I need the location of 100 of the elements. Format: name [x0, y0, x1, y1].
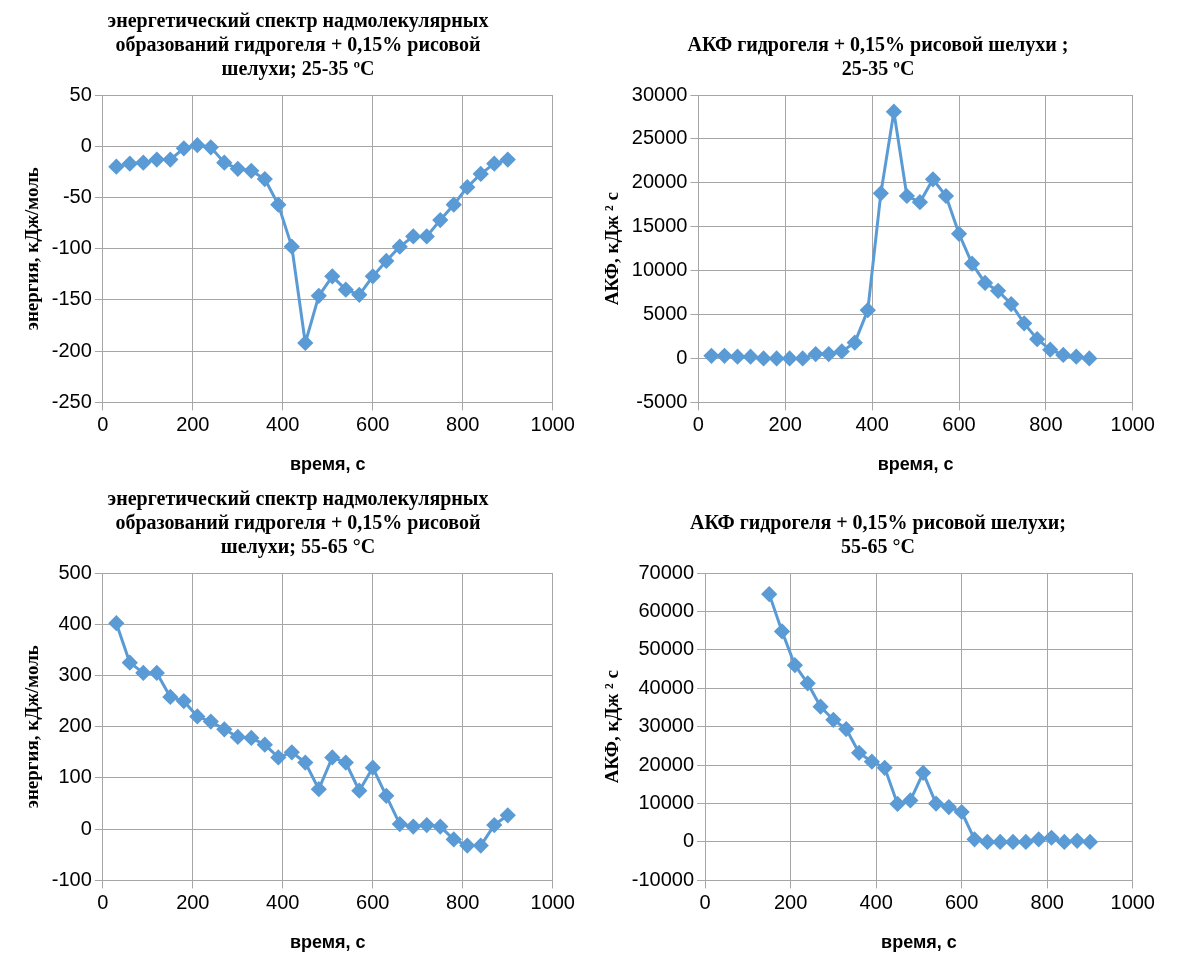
y-tick-label: 15000: [631, 214, 688, 237]
point: [787, 657, 803, 673]
point: [378, 253, 394, 269]
point: [838, 721, 854, 737]
x-tick-label: 0: [97, 412, 109, 435]
point: [392, 239, 408, 255]
point: [297, 755, 313, 771]
x-tick-label: 200: [768, 412, 802, 435]
y-tick-label: 0: [682, 829, 695, 852]
x-tick-label: 200: [773, 890, 808, 913]
point: [1055, 347, 1071, 363]
y-tick-label: -50: [62, 184, 92, 207]
x-tick-label: 400: [266, 412, 300, 435]
y-tick-label: 100: [58, 765, 92, 788]
point: [230, 729, 246, 745]
point: [951, 226, 967, 242]
point: [419, 817, 435, 833]
x-tick-label: 400: [855, 412, 889, 435]
point: [821, 346, 837, 362]
point: [338, 755, 354, 771]
y-tick-label: 30000: [638, 714, 695, 737]
point: [800, 675, 816, 691]
point: [135, 155, 151, 171]
point: [473, 166, 489, 182]
point: [990, 283, 1006, 299]
x-tick-label: 400: [859, 890, 893, 913]
y-axis-title: АКФ, кДж ² с: [601, 670, 623, 784]
point: [149, 665, 165, 681]
point: [297, 335, 313, 351]
y-tick-label: 50: [69, 82, 92, 105]
x-tick-label: 600: [356, 412, 390, 435]
point: [899, 188, 915, 204]
point: [365, 760, 381, 776]
point: [851, 745, 867, 761]
point: [1043, 830, 1059, 846]
x-tick-label: 600: [356, 890, 390, 913]
point: [122, 156, 138, 172]
point: [1018, 834, 1034, 850]
y-tick-label: 40000: [638, 675, 695, 698]
point: [311, 781, 327, 797]
point: [782, 350, 798, 366]
point: [459, 179, 475, 195]
point: [189, 708, 205, 724]
point: [941, 799, 957, 815]
y-tick-label: 5000: [642, 302, 688, 325]
y-tick-label: 200: [58, 714, 92, 737]
x-tick-label: 800: [1029, 412, 1063, 435]
point: [270, 197, 286, 213]
point: [1082, 834, 1098, 850]
y-tick-label: 300: [58, 662, 92, 685]
x-tick-label: 200: [176, 890, 210, 913]
point: [351, 783, 367, 799]
point: [108, 159, 124, 175]
x-tick-label: 0: [97, 890, 109, 913]
y-tick-label: 70000: [638, 560, 695, 583]
point: [203, 714, 219, 730]
point: [756, 350, 772, 366]
point: [964, 256, 980, 272]
point: [967, 831, 983, 847]
point: [419, 228, 435, 244]
x-tick-label: 800: [446, 412, 480, 435]
x-tick-label: 600: [942, 412, 976, 435]
point: [795, 350, 811, 366]
point: [432, 212, 448, 228]
point: [877, 760, 893, 776]
point: [813, 699, 829, 715]
x-axis-title: время, с: [877, 454, 954, 475]
point: [446, 197, 462, 213]
point: [500, 807, 516, 823]
point: [284, 239, 300, 255]
point: [324, 268, 340, 284]
point: [1003, 296, 1019, 312]
point: [925, 171, 941, 187]
point: [890, 796, 906, 812]
point: [311, 288, 327, 304]
point: [1016, 315, 1032, 331]
y-tick-label: -100: [51, 236, 92, 259]
chart-title: энергетический спектр надмолекулярных образований гидрогеля + 0,15% рисовой шелухи; 25-35 ºC: [106, 8, 490, 80]
y-tick-label: 50000: [638, 637, 695, 660]
point: [216, 155, 232, 171]
point: [886, 104, 902, 120]
point: [938, 188, 954, 204]
point: [1005, 834, 1021, 850]
y-tick-label: -10000: [631, 867, 695, 890]
chart-title: АКФ гидрогеля + 0,15% рисовой шелухи; 55-65 °C: [689, 510, 1067, 558]
point: [808, 346, 824, 362]
point: [979, 834, 995, 850]
y-tick-label: 60000: [638, 598, 695, 621]
y-tick-label: 20000: [638, 752, 695, 775]
point: [1068, 349, 1084, 365]
point: [769, 350, 785, 366]
point: [703, 348, 719, 364]
point: [230, 161, 246, 177]
point: [1069, 833, 1085, 849]
y-tick-label: -100: [51, 867, 92, 890]
y-tick-label: -250: [51, 389, 92, 412]
point: [405, 228, 421, 244]
point: [189, 137, 205, 153]
point: [912, 194, 928, 210]
point: [432, 819, 448, 835]
